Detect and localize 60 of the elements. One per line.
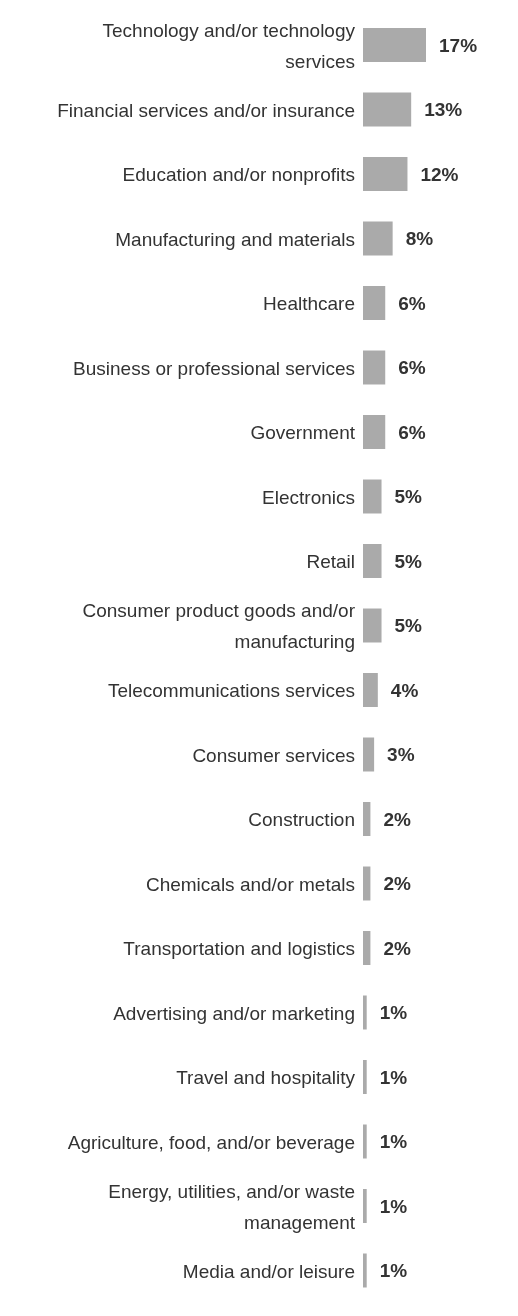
- data-label: 2%: [383, 873, 411, 894]
- data-label: 12%: [420, 163, 459, 185]
- bar: [363, 286, 386, 320]
- data-label: 6%: [398, 357, 426, 378]
- y-tick-label: Education and/or nonprofits: [122, 163, 355, 185]
- y-tick-label: Telecommunications services: [107, 679, 355, 701]
- data-label: 6%: [398, 292, 426, 314]
- y-tick-label: Advertising and/or marketing: [113, 1002, 355, 1024]
- y-tick-label: Financial services and/or insurance: [57, 99, 355, 121]
- data-label: 1%: [379, 1002, 408, 1023]
- data-label: 8%: [405, 228, 434, 249]
- bar: [363, 1124, 367, 1159]
- data-label: 5%: [394, 615, 423, 636]
- bar: [363, 1253, 367, 1288]
- y-tick-label: Consumer product goods and/or manufacturing: [82, 599, 356, 652]
- data-label: 17%: [439, 34, 478, 56]
- y-tick-label: Consumer services: [192, 744, 355, 766]
- y-tick-label: Construction: [248, 808, 355, 830]
- data-label: 3%: [387, 744, 415, 765]
- y-tick-label: Technology and/or technology services: [102, 19, 356, 72]
- data-label: 5%: [394, 550, 423, 572]
- data-label: 2%: [383, 937, 411, 959]
- bar: [363, 866, 371, 901]
- bar: [363, 673, 378, 707]
- data-label: 13%: [424, 99, 463, 120]
- data-label: 2%: [383, 808, 411, 830]
- y-tick-label: Chemicals and/or metals: [145, 873, 355, 895]
- data-label: 6%: [398, 421, 426, 443]
- data-label: 1%: [379, 1131, 408, 1152]
- bar: [363, 157, 408, 191]
- y-tick-label: Government: [250, 421, 356, 443]
- bar: [363, 931, 371, 965]
- bar: [363, 479, 382, 514]
- y-tick-label: Electronics: [262, 486, 355, 508]
- data-label: 1%: [379, 1195, 408, 1217]
- bar: [363, 995, 367, 1030]
- bar: [363, 1189, 367, 1223]
- data-label: 5%: [394, 486, 423, 507]
- y-tick-label: Healthcare: [263, 292, 355, 314]
- y-tick-label: Transportation and logistics: [123, 937, 355, 959]
- bar: [363, 92, 412, 127]
- bar: [363, 608, 382, 643]
- data-label: 1%: [379, 1260, 408, 1281]
- y-tick-label: Agriculture, food, and/or beverage: [67, 1131, 355, 1153]
- bar: [363, 415, 386, 449]
- y-tick-label: Manufacturing and materials: [115, 228, 355, 250]
- data-label: 4%: [390, 679, 419, 701]
- y-tick-label: Media and/or leisure: [182, 1260, 355, 1282]
- data-label: 1%: [379, 1066, 408, 1088]
- y-tick-label: Retail: [306, 550, 355, 572]
- bar: [363, 1060, 367, 1094]
- bar: [363, 221, 393, 256]
- bar: [363, 737, 375, 772]
- bar: [363, 350, 386, 385]
- bar: [363, 28, 426, 62]
- y-tick-label: Energy, utilities, and/or waste management: [108, 1180, 356, 1233]
- y-tick-label: Business or professional services: [73, 357, 355, 379]
- bar: [363, 544, 382, 578]
- y-tick-label: Travel and hospitality: [176, 1066, 356, 1088]
- bar: [363, 802, 371, 836]
